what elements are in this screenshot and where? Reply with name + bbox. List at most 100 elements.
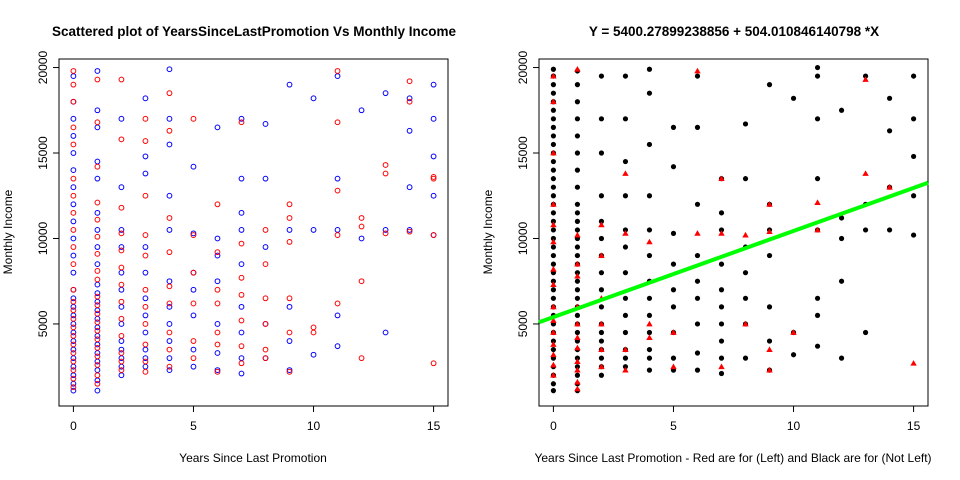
right-series-0-point	[550, 244, 557, 250]
left-series-1-point	[118, 333, 125, 339]
left-series-0-point	[262, 244, 269, 250]
left-series-1-point	[142, 232, 149, 238]
right-series-0-point	[694, 350, 701, 356]
left-series-1-point	[118, 315, 125, 322]
left-series-1-point	[166, 346, 173, 353]
left-series-0-point	[214, 350, 221, 356]
right-series-1-point	[718, 363, 725, 370]
left-series-0-point	[238, 115, 245, 122]
left-series-0-point	[166, 278, 173, 285]
left-series-1-point	[94, 380, 101, 387]
left-series-0-point	[142, 95, 149, 102]
left-series-1-point	[142, 321, 149, 327]
left-series-0-point	[190, 312, 197, 319]
right-series-0-point	[910, 153, 917, 160]
right-series-0-point	[670, 230, 677, 236]
right-y-tick-label: 10000	[516, 221, 530, 255]
right-series-0-point	[670, 355, 677, 361]
right-series-0-point	[550, 381, 557, 387]
right-series-0-point	[622, 227, 629, 233]
left-series-1-point	[382, 230, 389, 237]
left-series-0-point	[430, 115, 437, 122]
right-series-0-point	[550, 210, 557, 216]
right-series-1-point	[646, 334, 653, 341]
right-series-1-point	[550, 341, 557, 347]
right-series-0-point	[886, 227, 893, 233]
right-series-0-point	[910, 73, 917, 79]
right-series-0-point	[694, 321, 701, 327]
right-series-0-point	[598, 218, 605, 224]
right-x-axis-label: Years Since Last Promotion - Red are for…	[534, 451, 931, 465]
left-chart-title: Scattered plot of YearsSinceLastPromotio…	[52, 24, 457, 39]
left-series-1-point	[358, 215, 365, 221]
right-x-tick-label: 5	[670, 419, 677, 433]
right-series-0-point	[862, 73, 869, 79]
right-series-0-point	[550, 124, 557, 130]
right-series-0-point	[574, 227, 581, 233]
right-series-1-point	[622, 230, 629, 236]
left-series-1-point	[94, 310, 101, 317]
left-series-1-point	[358, 278, 365, 285]
left-series-1-point	[310, 324, 317, 331]
left-series-0-point	[94, 107, 101, 114]
left-series-1-point	[262, 261, 269, 268]
left-series-1-point	[190, 300, 197, 307]
right-series-1-point	[574, 334, 581, 341]
left-series-1-point	[70, 375, 77, 382]
left-series-1-point	[70, 341, 77, 348]
left-series-1-point	[238, 343, 245, 350]
left-series-0-point	[94, 124, 101, 131]
right-series-0-point	[718, 304, 725, 310]
right-series-0-point	[574, 82, 581, 88]
right-series-1-point	[550, 72, 557, 79]
left-series-1-point	[166, 249, 173, 256]
left-series-1-point	[94, 276, 101, 283]
right-series-1-point	[550, 266, 557, 272]
right-series-0-point	[790, 95, 797, 101]
right-series-0-point	[550, 167, 557, 173]
right-series-0-point	[622, 364, 629, 370]
left-series-1-point	[142, 303, 149, 310]
right-series-0-point	[718, 261, 725, 267]
left-series-0-point	[166, 355, 173, 362]
right-series-0-point	[814, 116, 821, 122]
right-series-0-point	[550, 338, 557, 344]
right-series-0-point	[670, 261, 677, 267]
left-series-0-point	[94, 367, 101, 374]
left-series-0-point	[406, 95, 413, 102]
left-series-1-point	[334, 300, 341, 307]
left-series-0-point	[166, 303, 173, 310]
right-series-1-point	[550, 361, 557, 368]
right-series-0-point	[670, 287, 677, 293]
left-series-0-point	[190, 363, 197, 370]
left-series-1-point	[142, 368, 149, 375]
right-series-0-point	[550, 66, 557, 72]
right-series-1-point	[574, 385, 581, 392]
right-series-1-point	[862, 76, 869, 82]
right-series-0-point	[694, 73, 701, 79]
right-series-1-point	[646, 320, 653, 327]
left-series-1-point	[430, 232, 437, 238]
left-series-0-point	[166, 66, 173, 73]
left-series-0-point	[118, 338, 125, 344]
left-series-1-point	[238, 274, 245, 281]
right-series-0-point	[574, 364, 581, 370]
left-series-1-point	[286, 295, 293, 302]
right-series-0-point	[622, 244, 629, 250]
left-series-1-point	[190, 338, 197, 344]
left-series-1-point	[142, 341, 149, 348]
left-series-1-point	[142, 192, 149, 199]
left-series-1-point	[334, 119, 341, 126]
right-series-0-point	[574, 150, 581, 156]
left-series-1-point	[286, 215, 293, 221]
right-series-0-point	[622, 193, 629, 199]
left-y-tick-label: 10000	[36, 221, 50, 255]
left-series-0-point	[94, 244, 101, 250]
right-series-0-point	[550, 227, 557, 233]
right-x-tick-label: 10	[787, 419, 801, 433]
right-series-0-point	[574, 116, 581, 122]
left-series-1-point	[214, 368, 221, 375]
right-series-0-point	[622, 329, 629, 336]
right-series-1-point	[790, 329, 797, 335]
left-x-tick-label: 0	[70, 419, 77, 433]
